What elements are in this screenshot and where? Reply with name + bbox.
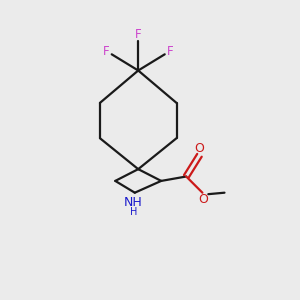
Text: H: H bbox=[130, 207, 137, 217]
Text: O: O bbox=[198, 193, 208, 206]
Text: O: O bbox=[194, 142, 204, 155]
Text: NH: NH bbox=[124, 196, 143, 208]
Text: F: F bbox=[103, 45, 109, 58]
Text: F: F bbox=[167, 45, 174, 58]
Text: F: F bbox=[135, 28, 142, 41]
